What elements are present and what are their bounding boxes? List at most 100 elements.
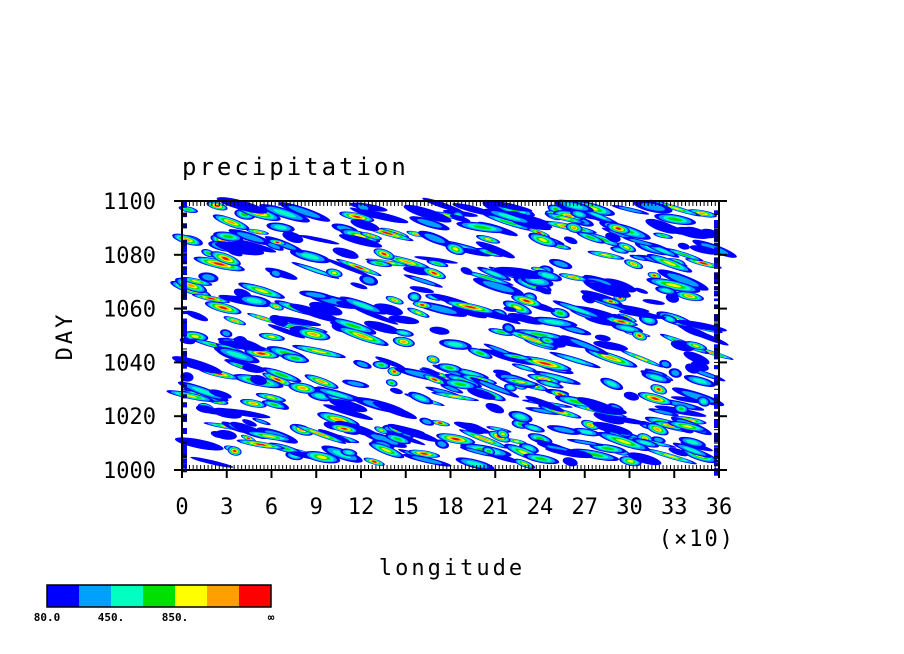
contour-level bbox=[484, 238, 492, 241]
precip-streak bbox=[533, 269, 563, 282]
precip-streak bbox=[240, 434, 256, 443]
precip-streak bbox=[483, 343, 514, 356]
edge-contour bbox=[714, 394, 718, 398]
contour-level bbox=[415, 311, 422, 315]
precip-streak bbox=[385, 379, 398, 387]
contour-level bbox=[635, 356, 648, 362]
x-tick-label: 0 bbox=[175, 495, 188, 520]
contour-level bbox=[226, 351, 247, 359]
precip-streak bbox=[627, 452, 662, 466]
precip-streak bbox=[238, 282, 285, 299]
edge-contour bbox=[183, 201, 187, 208]
x-tick-label: 18 bbox=[437, 495, 464, 520]
edge-contour bbox=[714, 395, 718, 403]
contour-level bbox=[553, 260, 568, 268]
contour-level bbox=[661, 361, 670, 367]
precip-streak bbox=[240, 398, 267, 408]
contour-level bbox=[250, 374, 267, 386]
edge-contour bbox=[714, 468, 718, 476]
minor-ticks bbox=[181, 200, 720, 471]
precip-streak bbox=[375, 356, 405, 369]
precip-streak bbox=[566, 449, 593, 459]
contour-level bbox=[663, 260, 677, 266]
precip-streak bbox=[247, 313, 279, 324]
precip-streak bbox=[506, 438, 527, 445]
precip-streak bbox=[452, 203, 495, 216]
precip-streak bbox=[675, 226, 711, 239]
contour-level bbox=[409, 286, 434, 294]
contour-level bbox=[352, 306, 399, 325]
contour-level bbox=[414, 256, 458, 264]
contour-level bbox=[615, 438, 632, 445]
precip-streak bbox=[299, 290, 332, 300]
contour-level bbox=[424, 233, 445, 244]
precip-streak bbox=[368, 442, 405, 459]
precip-streak bbox=[180, 276, 213, 286]
contour-level bbox=[575, 212, 584, 217]
contour-level bbox=[232, 319, 238, 322]
precip-streak bbox=[482, 213, 534, 231]
contour-level bbox=[604, 355, 618, 361]
y-tick-label: 1020 bbox=[103, 405, 156, 430]
contour-level bbox=[627, 459, 634, 463]
contour-level bbox=[218, 340, 266, 352]
edge-contour bbox=[714, 348, 718, 355]
contour-level bbox=[415, 395, 427, 401]
contour-level bbox=[633, 255, 646, 260]
edge-contour bbox=[714, 432, 718, 437]
precip-streak bbox=[549, 351, 601, 369]
contour-level bbox=[478, 275, 497, 281]
edge-contour bbox=[714, 259, 718, 263]
edge-contour bbox=[714, 452, 718, 458]
contour-level bbox=[559, 216, 571, 220]
contour-level bbox=[199, 407, 218, 415]
contour-level bbox=[618, 310, 667, 319]
edge-contour bbox=[714, 281, 718, 285]
contour-level bbox=[482, 281, 515, 293]
contour-level bbox=[556, 245, 565, 248]
precip-streak bbox=[409, 216, 450, 231]
precip-streak bbox=[634, 287, 649, 294]
contour-level bbox=[465, 305, 476, 309]
precip-streak bbox=[278, 202, 331, 222]
contour-level bbox=[627, 452, 662, 466]
precip-streak bbox=[373, 303, 403, 316]
contour-level bbox=[668, 447, 689, 457]
contour-level bbox=[392, 299, 397, 302]
contour-level bbox=[683, 351, 710, 365]
contour-level bbox=[451, 437, 460, 441]
contour-level bbox=[496, 435, 502, 438]
precip-streak bbox=[392, 336, 415, 348]
edge-contour bbox=[714, 459, 718, 463]
contour-level bbox=[371, 460, 377, 463]
edge-contour bbox=[183, 350, 187, 357]
edge-contour bbox=[714, 437, 718, 443]
precip-streak bbox=[242, 419, 257, 427]
contour-level bbox=[379, 429, 384, 432]
contour-level bbox=[454, 382, 467, 387]
contour-level bbox=[452, 203, 495, 216]
edge-contour bbox=[183, 430, 187, 434]
precip-streak bbox=[546, 425, 582, 435]
contour-level bbox=[215, 429, 237, 440]
contour-level bbox=[449, 214, 471, 223]
contour-level bbox=[592, 299, 626, 311]
precip-streak bbox=[641, 371, 671, 384]
precip-streak bbox=[330, 317, 377, 334]
contour-level bbox=[438, 422, 443, 424]
precip-streak bbox=[646, 423, 669, 436]
precip-streak bbox=[309, 301, 343, 316]
contour-level bbox=[211, 407, 242, 419]
precip-streak bbox=[462, 270, 514, 286]
precip-streak bbox=[429, 326, 450, 335]
precip-streak bbox=[622, 236, 659, 248]
contour-level bbox=[556, 311, 564, 315]
contour-level bbox=[401, 260, 413, 264]
contour-level bbox=[566, 449, 593, 459]
precip-streak bbox=[303, 451, 341, 464]
colorbar-label: 450. bbox=[98, 611, 125, 624]
precip-streak bbox=[677, 242, 690, 250]
contour-level bbox=[631, 263, 636, 266]
precip-streak bbox=[647, 271, 662, 280]
precip-streak bbox=[252, 417, 271, 426]
